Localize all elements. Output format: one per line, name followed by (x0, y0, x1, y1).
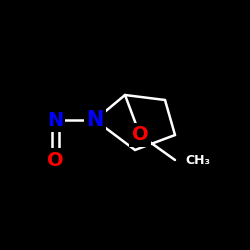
Text: O: O (47, 150, 63, 170)
Text: N: N (86, 110, 104, 130)
Text: CH₃: CH₃ (185, 154, 210, 166)
Text: N: N (47, 110, 63, 130)
Text: O: O (132, 126, 148, 144)
